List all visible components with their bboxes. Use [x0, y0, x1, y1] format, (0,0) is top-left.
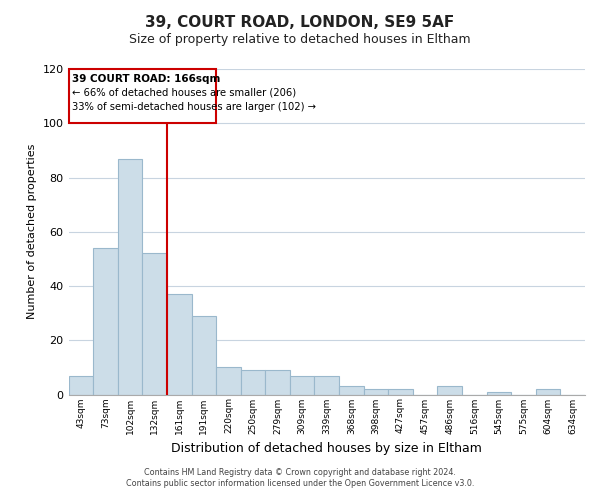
Bar: [191, 316, 216, 394]
Bar: [93, 248, 118, 394]
Text: 39 COURT ROAD: 166sqm: 39 COURT ROAD: 166sqm: [72, 74, 221, 85]
FancyBboxPatch shape: [68, 69, 216, 124]
Text: Size of property relative to detached houses in Eltham: Size of property relative to detached ho…: [129, 32, 471, 46]
Bar: [388, 389, 413, 394]
Bar: [142, 254, 167, 394]
Bar: [241, 370, 265, 394]
Bar: [216, 368, 241, 394]
X-axis label: Distribution of detached houses by size in Eltham: Distribution of detached houses by size …: [172, 442, 482, 455]
Bar: [437, 386, 462, 394]
Y-axis label: Number of detached properties: Number of detached properties: [27, 144, 37, 320]
Bar: [339, 386, 364, 394]
Text: ← 66% of detached houses are smaller (206): ← 66% of detached houses are smaller (20…: [72, 88, 296, 98]
Bar: [314, 376, 339, 394]
Text: 39, COURT ROAD, LONDON, SE9 5AF: 39, COURT ROAD, LONDON, SE9 5AF: [145, 15, 455, 30]
Bar: [364, 389, 388, 394]
Text: Contains HM Land Registry data © Crown copyright and database right 2024.
Contai: Contains HM Land Registry data © Crown c…: [126, 468, 474, 487]
Bar: [536, 389, 560, 394]
Bar: [265, 370, 290, 394]
Bar: [290, 376, 314, 394]
Text: 33% of semi-detached houses are larger (102) →: 33% of semi-detached houses are larger (…: [72, 102, 316, 112]
Bar: [167, 294, 191, 394]
Bar: [118, 158, 142, 394]
Bar: [68, 376, 93, 394]
Bar: [487, 392, 511, 394]
